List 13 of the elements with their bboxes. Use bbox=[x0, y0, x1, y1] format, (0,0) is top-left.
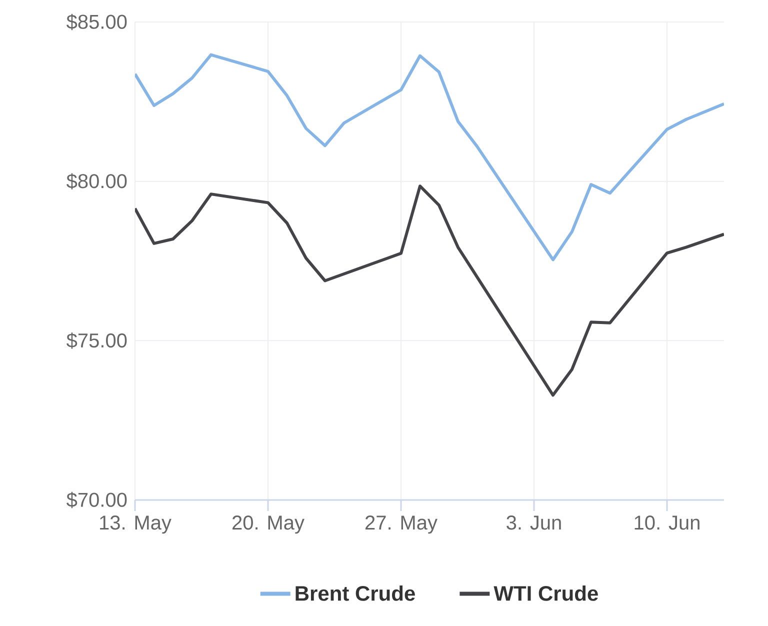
y-tick-label: $85.00 bbox=[66, 14, 127, 30]
line-series bbox=[135, 53, 724, 262]
x-tick-label: 3. Jun bbox=[506, 516, 561, 530]
legend-label: WTI Crude bbox=[494, 585, 598, 601]
line-series bbox=[135, 184, 724, 397]
x-tick-label: 20. May bbox=[232, 516, 304, 534]
y-tick-label: $70.00 bbox=[66, 492, 127, 508]
y-tick-label: $80.00 bbox=[66, 173, 127, 190]
x-tick-label: 10. Jun bbox=[634, 516, 700, 530]
y-tick-label: $75.00 bbox=[66, 332, 127, 349]
legend-label: Brent Crude bbox=[296, 585, 415, 601]
x-tick-label: 13. May bbox=[100, 516, 172, 534]
x-tick-label: 27. May bbox=[366, 516, 438, 534]
